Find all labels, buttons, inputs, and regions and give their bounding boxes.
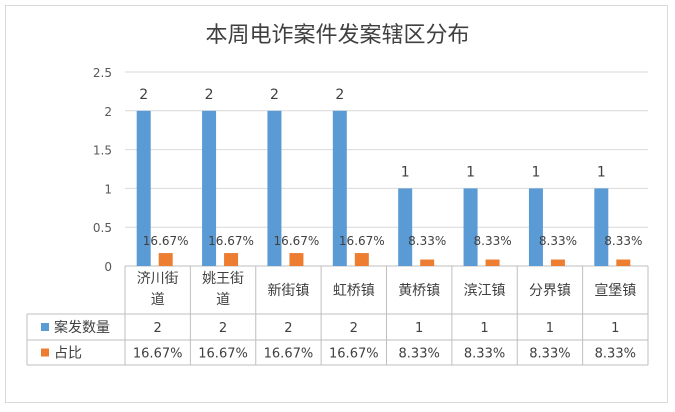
data-label-series-2: 8.33% <box>408 234 446 248</box>
category-label: 道 <box>216 292 230 308</box>
data-label-series-2: 8.33% <box>474 234 512 248</box>
data-label-series-2: 8.33% <box>604 234 642 248</box>
bar-series-2 <box>616 259 631 266</box>
data-label-series-1: 2 <box>335 87 344 103</box>
category-label: 黄桥镇 <box>398 282 440 299</box>
chart-title: 本周电诈案件发案辖区分布 <box>205 23 470 48</box>
legend-swatch <box>41 348 49 357</box>
table-value: 1 <box>611 321 619 336</box>
bar-series-2 <box>224 253 239 266</box>
table-value: 2 <box>219 321 227 336</box>
data-label-series-2: 16.67% <box>339 234 385 248</box>
bar-series-1 <box>332 110 347 266</box>
y-tick-label: 2 <box>104 105 112 119</box>
category-label: 道 <box>151 292 165 308</box>
category-label: 济川街 <box>137 271 179 287</box>
data-label-series-1: 1 <box>531 164 540 180</box>
data-label-series-1: 2 <box>205 87 214 103</box>
data-label-series-2: 16.67% <box>143 234 189 248</box>
table-value: 16.67% <box>264 347 314 362</box>
bar-series-2 <box>485 259 500 266</box>
table-value: 1 <box>480 321 488 336</box>
table-value: 8.33% <box>595 347 636 362</box>
table-value: 2 <box>284 321 292 336</box>
table-value: 8.33% <box>464 347 505 362</box>
data-label-series-2: 8.33% <box>539 234 577 248</box>
category-label: 滨江镇 <box>464 283 506 299</box>
bar-series-1 <box>202 110 217 266</box>
bar-series-1 <box>463 188 478 266</box>
bar-series-1 <box>398 188 413 266</box>
category-label: 虹桥镇 <box>333 283 375 299</box>
category-label: 姚王街 <box>202 271 244 287</box>
category-label: 宣堡镇 <box>594 283 636 299</box>
data-label-series-1: 1 <box>466 164 475 180</box>
data-label-series-1: 2 <box>270 87 279 103</box>
table-value: 16.67% <box>198 347 248 362</box>
category-label: 分界镇 <box>529 283 571 299</box>
y-tick-label: 2.5 <box>93 66 112 80</box>
bar-series-1 <box>528 188 543 266</box>
category-label: 新街镇 <box>267 283 309 299</box>
data-label-series-2: 16.67% <box>274 234 320 248</box>
data-label-series-1: 1 <box>401 164 410 180</box>
bar-series-1 <box>594 188 609 266</box>
table-value: 8.33% <box>399 347 440 362</box>
bar-series-2 <box>354 253 369 266</box>
table-value: 2 <box>350 321 358 336</box>
data-label-series-1: 2 <box>139 87 148 103</box>
bar-series-2 <box>550 259 565 266</box>
bar-series-2 <box>158 253 173 266</box>
table-value: 16.67% <box>133 347 183 362</box>
legend-swatch <box>41 323 49 331</box>
legend-label: 占比 <box>54 346 82 362</box>
y-tick-label: 1 <box>104 182 112 196</box>
bar-series-1 <box>136 110 151 266</box>
y-tick-label: 0.5 <box>93 221 112 235</box>
table-value: 2 <box>154 321 162 336</box>
bar-series-2 <box>420 259 435 266</box>
table-value: 8.33% <box>529 347 570 362</box>
table-value: 16.67% <box>329 347 379 362</box>
data-label-series-2: 16.67% <box>208 234 254 248</box>
bar-series-1 <box>267 110 282 266</box>
data-label-series-1: 1 <box>597 164 606 180</box>
y-tick-label: 0 <box>104 260 112 274</box>
y-tick-label: 1.5 <box>93 144 112 158</box>
table-value: 1 <box>415 321 423 336</box>
legend-label: 案发数量 <box>54 319 110 336</box>
table-value: 1 <box>546 321 554 336</box>
bar-series-2 <box>289 253 304 266</box>
